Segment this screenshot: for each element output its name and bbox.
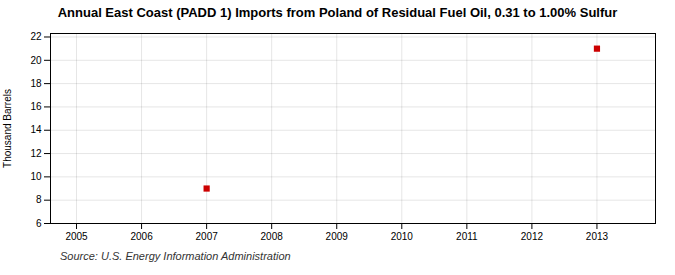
svg-text:22: 22	[30, 31, 42, 42]
svg-text:12: 12	[30, 148, 42, 159]
svg-text:16: 16	[30, 101, 42, 112]
svg-text:18: 18	[30, 78, 42, 89]
svg-text:6: 6	[36, 218, 42, 229]
html-text:Annual East Coast (PADD 1) Imp: Annual East Coast (PADD 1) Imports from …	[57, 5, 618, 20]
svg-text:Thousand Barrels: Thousand Barrels	[2, 89, 13, 168]
svg-text:2013: 2013	[586, 231, 609, 242]
svg-text:2006: 2006	[130, 231, 153, 242]
svg-text:2012: 2012	[521, 231, 544, 242]
svg-text:20: 20	[30, 55, 42, 66]
svg-text:8: 8	[36, 194, 42, 205]
svg-text:2009: 2009	[326, 231, 349, 242]
svg-text:10: 10	[30, 171, 42, 182]
svg-text:2005: 2005	[65, 231, 88, 242]
svg-text:2010: 2010	[391, 231, 414, 242]
html-text:Source: U.S. Energy Informatio: Source: U.S. Energy Information Administ…	[60, 250, 291, 262]
svg-text:2011: 2011	[456, 231, 478, 242]
svg-text:14: 14	[30, 124, 42, 135]
svg-text:2008: 2008	[261, 231, 284, 242]
svg-text:2007: 2007	[196, 231, 219, 242]
